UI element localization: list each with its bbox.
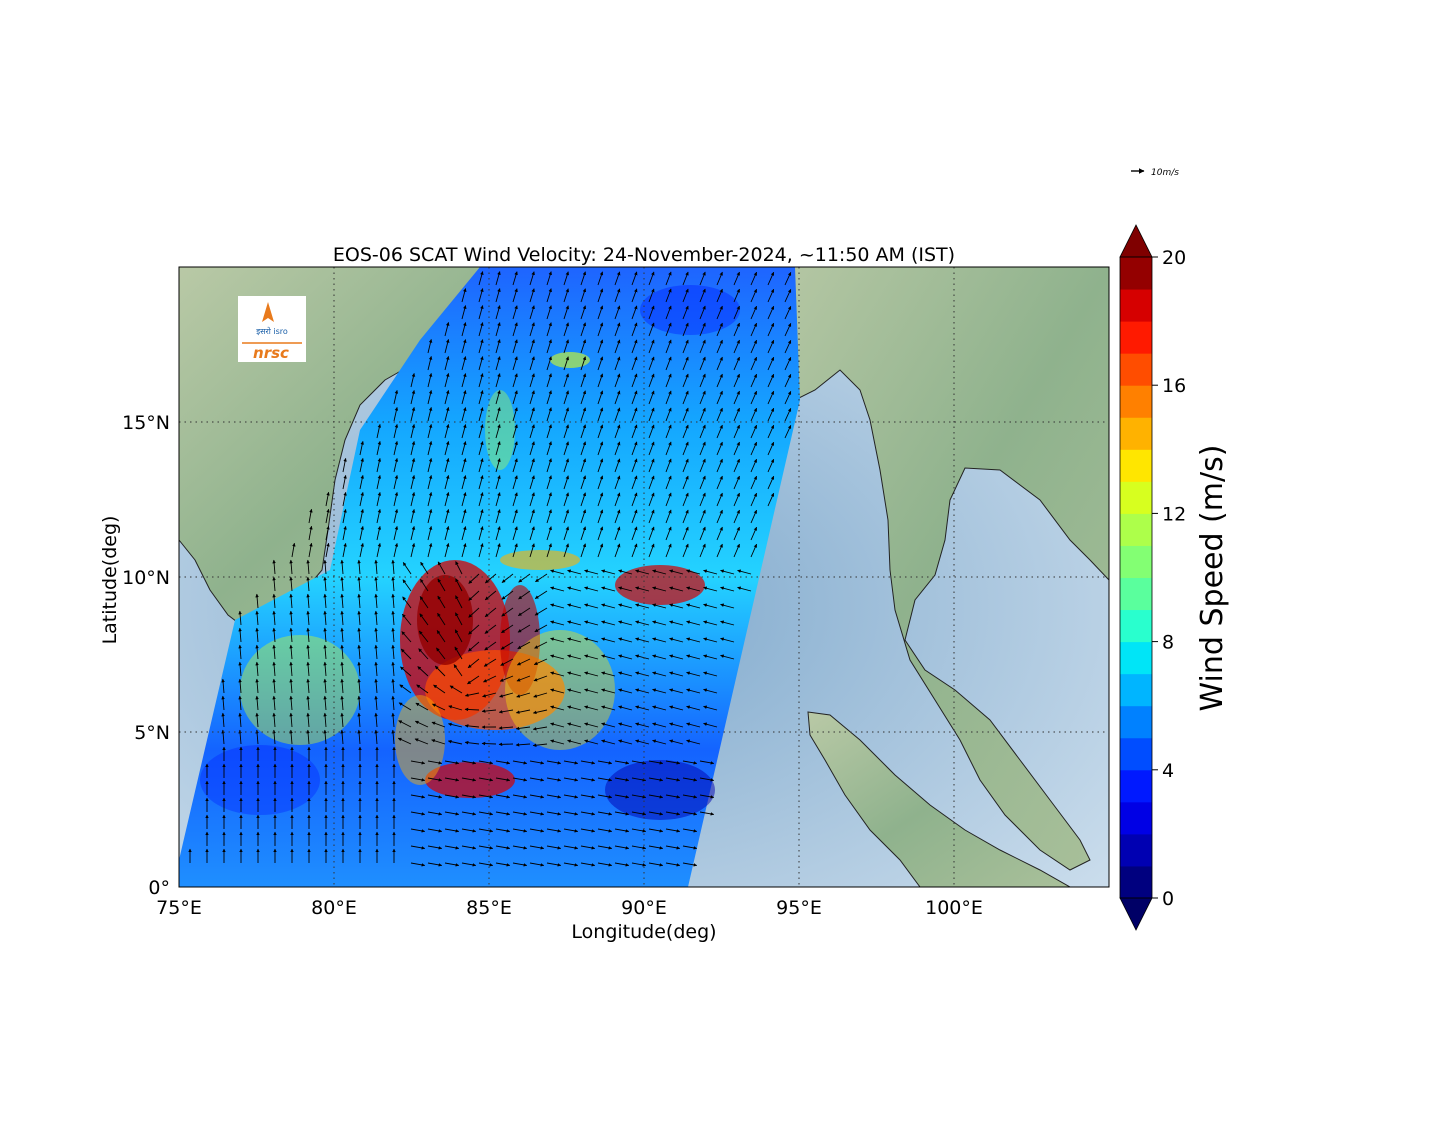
x-tick-label: 75°E	[156, 897, 202, 919]
wind-vectors	[188, 271, 792, 867]
colorbar: 0 4 8 12 16 20	[1119, 224, 1186, 931]
quiver-key: 10m/s	[1131, 168, 1179, 178]
colorbar-segment	[1120, 257, 1152, 290]
colorbar-segment	[1120, 609, 1152, 643]
colorbar-tick-label: 8	[1162, 632, 1174, 654]
colorbar-under-arrow	[1119, 897, 1153, 931]
colorbar-tick-label: 4	[1162, 760, 1174, 782]
colorbar-segment	[1120, 705, 1152, 739]
colorbar-tick-label: 20	[1162, 247, 1186, 269]
rocket-icon	[262, 302, 274, 322]
nrsc-logo: इसरो isro nrsc	[238, 296, 306, 362]
y-tick-label: 10°N	[122, 567, 170, 589]
x-axis-label: Longitude(deg)	[571, 921, 716, 943]
colorbar-segment	[1120, 417, 1152, 450]
colorbar-segment	[1120, 449, 1152, 482]
colorbar-segment	[1120, 577, 1152, 611]
gridlines	[179, 267, 1109, 887]
x-tick-label: 90°E	[621, 897, 667, 919]
colorbar-segment	[1120, 385, 1152, 418]
quiver-key-label: 10m/s	[1151, 168, 1179, 178]
colorbar-tick-label: 0	[1162, 888, 1174, 910]
land-sumatra	[807, 711, 1072, 887]
colorbar-segment	[1120, 641, 1152, 675]
colorbar-label: Wind Speed (m/s)	[1195, 445, 1230, 712]
colorbar-segment	[1120, 833, 1152, 867]
colorbar-segment	[1120, 321, 1152, 354]
colorbar-over-arrow	[1119, 224, 1153, 258]
colorbar-segment	[1120, 481, 1152, 514]
colorbar-segment	[1120, 289, 1152, 322]
colorbar-segment	[1120, 545, 1152, 578]
colorbar-tick-label: 12	[1162, 503, 1186, 525]
x-tick-label: 100°E	[925, 897, 983, 919]
colorbar-segment	[1120, 801, 1152, 835]
map-panel: इसरो isro nrsc	[179, 267, 1109, 887]
colorbar-segment	[1120, 673, 1152, 707]
y-tick-label: 0°	[148, 877, 170, 899]
colorbar-segment	[1120, 737, 1152, 771]
colorbar-segment	[1120, 865, 1152, 899]
y-tick-label: 15°N	[122, 412, 170, 434]
colorbar-segment	[1120, 353, 1152, 386]
map-title: EOS-06 SCAT Wind Velocity: 24-November-2…	[333, 244, 955, 266]
colorbar-tick-label: 16	[1162, 375, 1186, 397]
x-tick-label: 80°E	[311, 897, 357, 919]
colorbar-segment	[1120, 769, 1152, 803]
y-tick-labels: 0° 5°N 10°N 15°N	[122, 412, 170, 899]
x-tick-label: 95°E	[776, 897, 822, 919]
x-tick-labels: 75°E 80°E 85°E 90°E 95°E 100°E	[156, 897, 983, 919]
colorbar-segment	[1120, 513, 1152, 546]
logo-top-text: इसरो isro	[256, 326, 288, 336]
y-tick-label: 5°N	[134, 722, 170, 744]
map-frame	[178, 266, 1110, 888]
logo-bottom-text: nrsc	[253, 344, 289, 362]
y-axis-label: Latitude(deg)	[99, 516, 121, 645]
x-tick-label: 85°E	[466, 897, 512, 919]
land-southeast-asia	[744, 267, 1109, 871]
